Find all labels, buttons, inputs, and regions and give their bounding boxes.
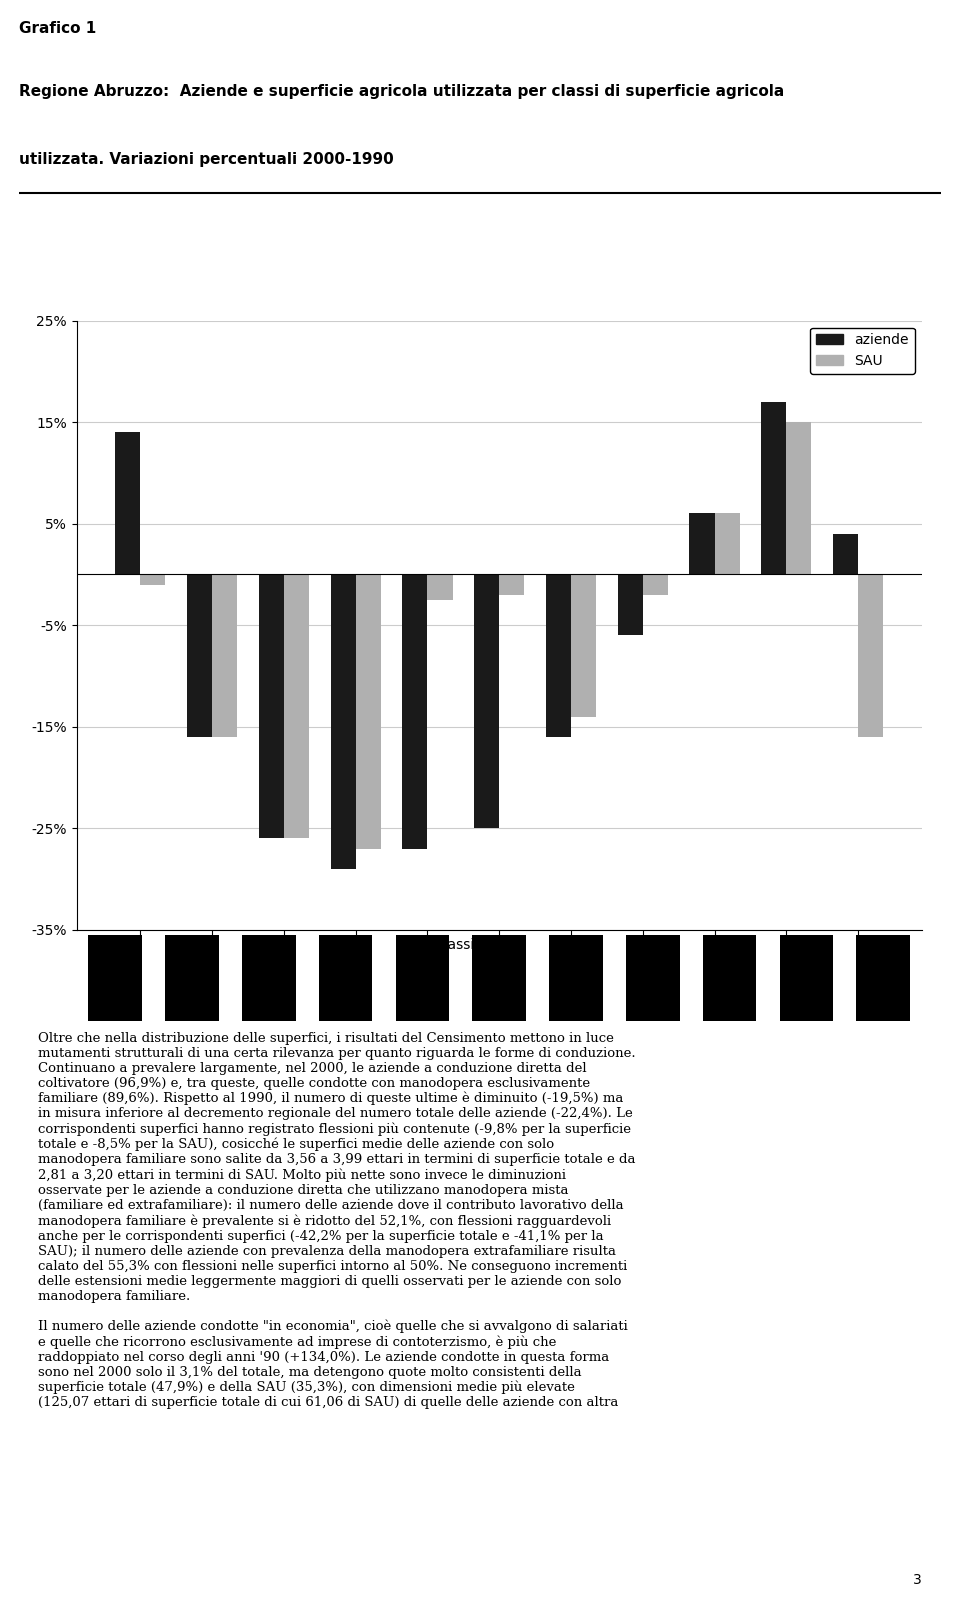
Bar bbox=[427, 574, 452, 600]
Bar bbox=[499, 574, 524, 595]
Bar bbox=[617, 574, 643, 635]
Bar bbox=[761, 402, 786, 574]
Bar bbox=[284, 574, 309, 838]
FancyBboxPatch shape bbox=[88, 935, 142, 1021]
FancyBboxPatch shape bbox=[319, 935, 372, 1021]
FancyBboxPatch shape bbox=[780, 935, 833, 1021]
Bar bbox=[786, 422, 811, 574]
Bar bbox=[474, 574, 499, 829]
FancyBboxPatch shape bbox=[703, 935, 756, 1021]
FancyBboxPatch shape bbox=[242, 935, 296, 1021]
Text: classi di SAU: classi di SAU bbox=[436, 938, 524, 952]
Text: Oltre che nella distribuzione delle superfici, i risultati del Censimento metton: Oltre che nella distribuzione delle supe… bbox=[37, 1032, 636, 1409]
Bar bbox=[833, 534, 858, 574]
Bar bbox=[402, 574, 427, 848]
Bar bbox=[689, 513, 714, 574]
Legend: aziende, SAU: aziende, SAU bbox=[810, 327, 915, 373]
FancyBboxPatch shape bbox=[549, 935, 603, 1021]
FancyBboxPatch shape bbox=[165, 935, 219, 1021]
Text: 3: 3 bbox=[913, 1573, 922, 1587]
Bar bbox=[259, 574, 284, 838]
Bar bbox=[330, 574, 355, 869]
Bar bbox=[212, 574, 237, 737]
Text: Grafico 1: Grafico 1 bbox=[19, 21, 96, 37]
Bar bbox=[546, 574, 571, 737]
Bar bbox=[643, 574, 668, 595]
FancyBboxPatch shape bbox=[472, 935, 526, 1021]
Bar bbox=[140, 574, 165, 585]
Bar bbox=[187, 574, 212, 737]
Bar bbox=[115, 433, 140, 574]
Bar bbox=[571, 574, 596, 717]
FancyBboxPatch shape bbox=[396, 935, 449, 1021]
Text: Regione Abruzzo:  Aziende e superficie agricola utilizzata per classi di superfi: Regione Abruzzo: Aziende e superficie ag… bbox=[19, 83, 784, 99]
FancyBboxPatch shape bbox=[626, 935, 680, 1021]
Bar bbox=[714, 513, 739, 574]
Bar bbox=[355, 574, 381, 848]
FancyBboxPatch shape bbox=[856, 935, 910, 1021]
Text: utilizzata. Variazioni percentuali 2000-1990: utilizzata. Variazioni percentuali 2000-… bbox=[19, 152, 394, 167]
Bar bbox=[858, 574, 883, 737]
